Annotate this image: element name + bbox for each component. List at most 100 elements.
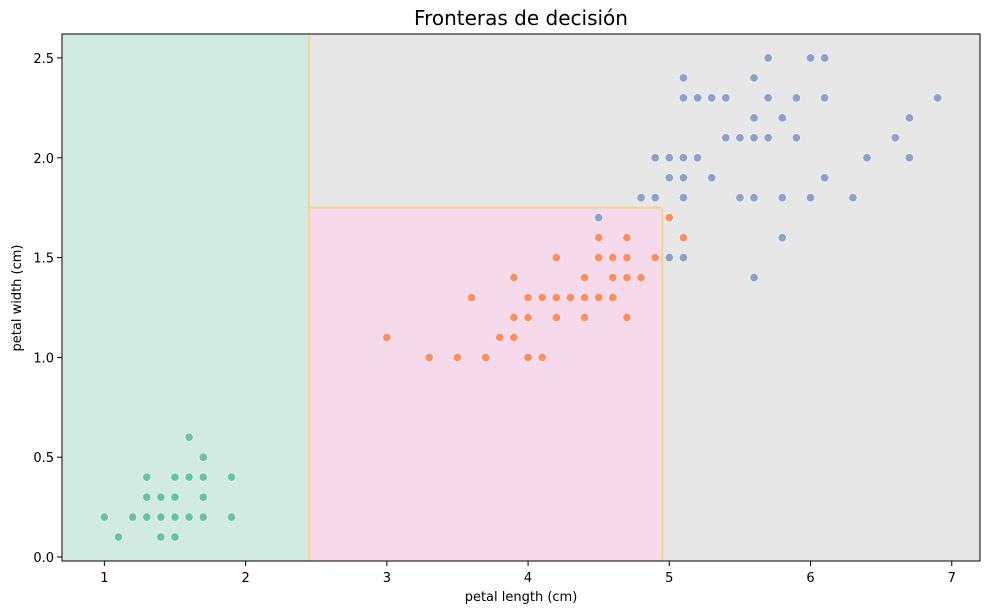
data-point-class-1 <box>495 332 505 342</box>
decision-region-1 <box>309 207 663 561</box>
data-point-class-2 <box>693 93 703 103</box>
y-axis-label: petal width (cm) <box>10 245 25 352</box>
data-point-class-1 <box>594 292 604 302</box>
data-point-class-2 <box>904 113 914 123</box>
data-point-class-2 <box>749 73 759 83</box>
data-point-class-1 <box>523 312 533 322</box>
data-point-class-2 <box>678 153 688 163</box>
decision-region-0 <box>62 34 310 561</box>
data-point-class-1 <box>523 292 533 302</box>
data-point-class-2 <box>735 193 745 203</box>
data-point-class-0 <box>142 492 152 502</box>
data-point-class-2 <box>933 93 943 103</box>
data-point-class-2 <box>749 113 759 123</box>
data-point-class-1 <box>551 253 561 263</box>
data-point-class-2 <box>678 93 688 103</box>
data-point-class-1 <box>509 332 519 342</box>
data-point-class-1 <box>523 352 533 362</box>
data-point-class-2 <box>664 253 674 263</box>
data-point-class-1 <box>424 352 434 362</box>
data-point-class-2 <box>707 93 717 103</box>
data-point-class-2 <box>777 233 787 243</box>
data-point-class-2 <box>594 213 604 223</box>
data-point-class-0 <box>128 512 138 522</box>
data-point-class-2 <box>763 53 773 63</box>
y-tick-label: 0.0 <box>33 551 54 566</box>
data-point-class-0 <box>142 512 152 522</box>
data-point-class-1 <box>551 312 561 322</box>
x-tick-label: 4 <box>524 571 532 586</box>
data-point-class-1 <box>594 233 604 243</box>
data-point-class-2 <box>791 133 801 143</box>
data-point-class-2 <box>749 133 759 143</box>
data-point-class-0 <box>184 472 194 482</box>
data-point-class-1 <box>650 253 660 263</box>
data-point-class-2 <box>693 153 703 163</box>
y-tick-label: 2.0 <box>33 152 54 167</box>
data-point-class-0 <box>198 452 208 462</box>
x-tick-label: 5 <box>665 571 673 586</box>
x-tick-label: 2 <box>241 571 249 586</box>
data-point-class-2 <box>791 93 801 103</box>
data-point-class-0 <box>113 532 123 542</box>
data-point-class-1 <box>608 273 618 283</box>
y-tick-label: 1.5 <box>33 252 54 267</box>
data-point-class-1 <box>622 312 632 322</box>
data-point-class-2 <box>636 193 646 203</box>
data-point-class-2 <box>650 153 660 163</box>
data-point-class-2 <box>862 153 872 163</box>
decision-region-2 <box>662 34 980 561</box>
decision-regions <box>62 34 980 561</box>
data-point-class-1 <box>622 233 632 243</box>
y-tick-label: 1.0 <box>33 351 54 366</box>
decision-boundaries <box>308 34 664 561</box>
data-point-class-1 <box>608 292 618 302</box>
data-point-class-1 <box>452 352 462 362</box>
plot-frame <box>61 33 981 562</box>
x-tick-label: 1 <box>100 571 108 586</box>
chart-title: Fronteras de decisión <box>414 6 628 30</box>
data-point-class-2 <box>664 173 674 183</box>
data-point-class-1 <box>551 292 561 302</box>
data-point-class-2 <box>678 73 688 83</box>
data-point-class-2 <box>763 93 773 103</box>
data-point-class-0 <box>170 512 180 522</box>
data-points <box>99 53 943 542</box>
data-point-class-1 <box>537 292 547 302</box>
data-point-class-2 <box>777 113 787 123</box>
data-point-class-2 <box>749 193 759 203</box>
data-point-class-0 <box>142 472 152 482</box>
data-point-class-1 <box>608 253 618 263</box>
data-point-class-1 <box>622 253 632 263</box>
data-point-class-2 <box>721 93 731 103</box>
data-point-class-2 <box>848 193 858 203</box>
data-point-class-0 <box>170 492 180 502</box>
y-axis-ticks: 0.0 0.5 1.0 1.5 2.0 2.5 <box>33 52 62 566</box>
x-axis-label: petal length (cm) <box>465 590 578 605</box>
data-point-class-1 <box>636 273 646 283</box>
data-point-class-0 <box>198 472 208 482</box>
data-point-class-2 <box>904 153 914 163</box>
data-point-class-2 <box>820 93 830 103</box>
data-point-class-0 <box>170 532 180 542</box>
data-point-class-2 <box>707 173 717 183</box>
data-point-class-0 <box>156 512 166 522</box>
data-point-class-2 <box>650 193 660 203</box>
data-point-class-2 <box>678 193 688 203</box>
data-point-class-0 <box>184 432 194 442</box>
data-point-class-1 <box>481 352 491 362</box>
data-point-class-2 <box>806 53 816 63</box>
data-point-class-2 <box>806 193 816 203</box>
data-point-class-0 <box>184 512 194 522</box>
decision-region-3 <box>309 34 663 208</box>
data-point-class-2 <box>678 253 688 263</box>
y-tick-label: 2.5 <box>33 52 54 67</box>
data-point-class-0 <box>156 532 166 542</box>
data-point-class-1 <box>580 273 590 283</box>
data-point-class-1 <box>580 292 590 302</box>
data-point-class-1 <box>509 273 519 283</box>
data-point-class-0 <box>170 472 180 482</box>
data-point-class-1 <box>382 332 392 342</box>
data-point-class-1 <box>509 312 519 322</box>
